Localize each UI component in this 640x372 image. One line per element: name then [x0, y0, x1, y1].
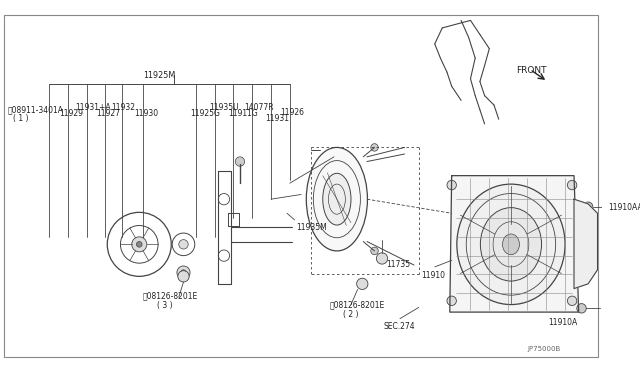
Text: 11930: 11930	[134, 109, 159, 118]
Text: 11910: 11910	[422, 271, 445, 280]
Text: 11910AA: 11910AA	[608, 203, 640, 212]
Circle shape	[371, 144, 378, 151]
Text: 11931+A: 11931+A	[76, 103, 111, 112]
Circle shape	[584, 202, 593, 211]
Text: 11929: 11929	[60, 109, 83, 118]
Circle shape	[180, 270, 186, 275]
Text: FRONT: FRONT	[516, 65, 546, 74]
Ellipse shape	[457, 184, 565, 305]
Text: 11935M: 11935M	[296, 223, 327, 232]
Text: SEC.274: SEC.274	[384, 321, 415, 330]
Text: ⒲08126-8201E: ⒲08126-8201E	[330, 301, 385, 310]
Text: ( 1 ): ( 1 )	[13, 113, 29, 122]
Circle shape	[178, 271, 189, 282]
Ellipse shape	[481, 208, 541, 281]
Circle shape	[568, 180, 577, 190]
Polygon shape	[574, 199, 598, 289]
Polygon shape	[450, 176, 579, 312]
Text: 11932: 11932	[111, 103, 135, 112]
Ellipse shape	[502, 234, 520, 255]
Circle shape	[236, 157, 244, 166]
Circle shape	[132, 237, 147, 252]
Circle shape	[376, 253, 388, 264]
Ellipse shape	[323, 173, 351, 225]
Text: 11927: 11927	[96, 109, 120, 118]
Text: ( 3 ): ( 3 )	[157, 301, 173, 310]
Circle shape	[447, 180, 456, 190]
Circle shape	[447, 296, 456, 305]
Circle shape	[179, 240, 188, 249]
Text: ( 2 ): ( 2 )	[344, 310, 359, 319]
Text: 11925G: 11925G	[190, 109, 220, 118]
Text: 11925M: 11925M	[143, 71, 175, 80]
Ellipse shape	[307, 147, 367, 251]
Circle shape	[577, 304, 586, 313]
Text: 11935U: 11935U	[209, 103, 239, 112]
Text: 11911G: 11911G	[228, 109, 257, 118]
Circle shape	[568, 296, 577, 305]
Circle shape	[136, 241, 142, 247]
Circle shape	[371, 247, 378, 255]
Text: ⓝ08911-3401A: ⓝ08911-3401A	[8, 105, 63, 114]
Text: ⒲08126-8201E: ⒲08126-8201E	[143, 291, 198, 301]
Text: 14077R: 14077R	[244, 103, 275, 112]
Text: 11931: 11931	[266, 115, 289, 124]
Text: 11735: 11735	[386, 260, 410, 269]
Text: 11910A: 11910A	[548, 318, 578, 327]
Circle shape	[177, 266, 190, 279]
Text: 11926: 11926	[280, 108, 305, 117]
Circle shape	[356, 278, 368, 289]
Text: JP75000B: JP75000B	[527, 346, 560, 352]
